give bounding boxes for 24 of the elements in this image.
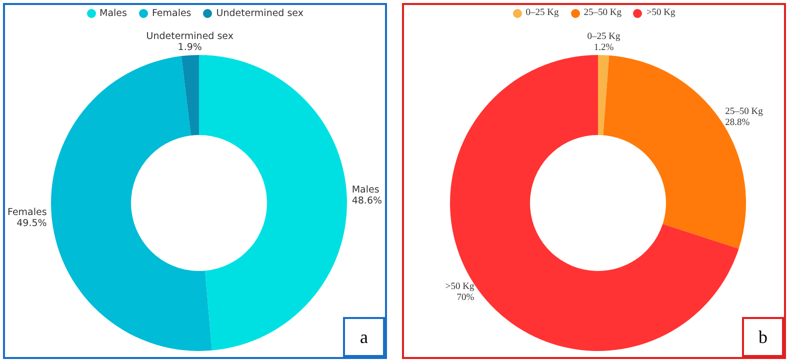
text: a xyxy=(343,317,385,357)
legend-label: 0–25 Kg xyxy=(524,8,559,19)
slice-label: 25–50 Kg xyxy=(725,106,764,117)
slice-label: >50 Kg xyxy=(445,282,474,292)
slice-label: 0–25 Kg xyxy=(587,32,620,42)
slice-label: Undetermined sex xyxy=(146,31,234,42)
legend-label: Females xyxy=(150,8,192,19)
legend-label: Undetermined sex xyxy=(215,8,304,19)
legend-label: Males xyxy=(98,8,127,19)
donut-slice xyxy=(51,56,212,351)
donut-slice xyxy=(181,55,199,136)
legend-label: 25–50 Kg xyxy=(582,8,622,19)
slice-label: Females xyxy=(8,206,47,218)
data-label: 28.8% xyxy=(725,118,750,128)
donut-slice xyxy=(598,55,610,136)
legend-label: >50 Kg xyxy=(645,8,676,19)
data-label: 48.6% xyxy=(352,195,382,206)
data-label: 49.5% xyxy=(16,218,47,229)
data-label: 70% xyxy=(456,292,474,303)
slice-label: Males xyxy=(352,184,380,196)
data-label: 1.9% xyxy=(178,42,202,53)
text: b xyxy=(742,317,784,357)
data-label: 1.2% xyxy=(594,43,614,53)
donut-slice xyxy=(199,55,347,350)
